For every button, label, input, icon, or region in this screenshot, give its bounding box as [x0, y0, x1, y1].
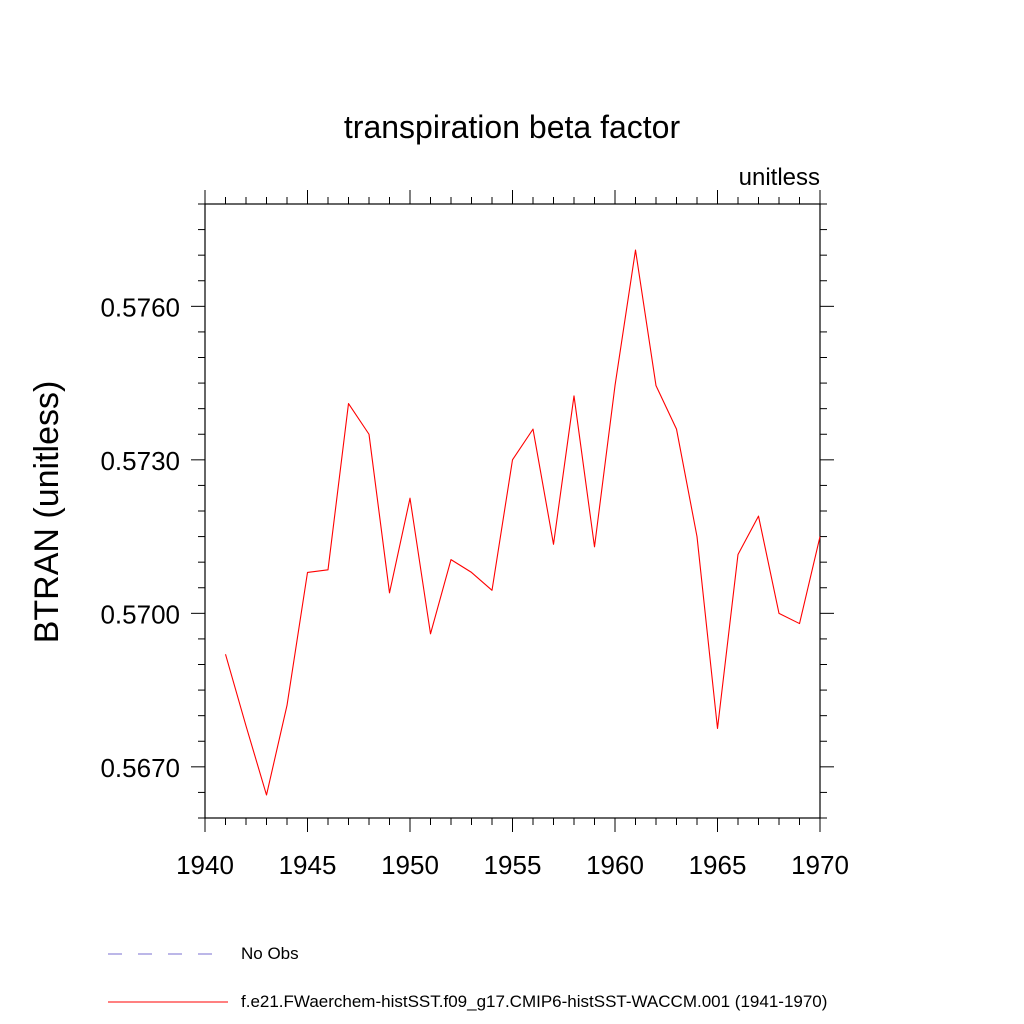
y-axis-label: BTRAN (unitless) — [28, 381, 66, 644]
units-label: unitless — [739, 164, 820, 191]
plot-frame — [204, 203, 821, 819]
axis-ticks — [191, 190, 834, 832]
y-tick-label: 0.5730 — [100, 446, 180, 476]
x-tick-label: 1945 — [279, 850, 337, 880]
series-line — [224, 249, 821, 796]
y-tick-label: 0.5670 — [100, 753, 180, 783]
series-layer — [224, 249, 821, 796]
y-tick-labels: 0.5670 0.5700 0.5730 0.5760 — [100, 292, 180, 782]
y-tick-label: 0.5700 — [100, 599, 180, 629]
x-tick-label: 1955 — [484, 850, 542, 880]
chart-title: transpiration beta factor — [344, 109, 681, 145]
legend: No Obs f.e21.FWaerchem-histSST.f09_g17.C… — [108, 944, 827, 1011]
y-tick-label: 0.5760 — [100, 292, 180, 322]
x-tick-labels: 1940 1945 1950 1955 1960 1965 1970 — [176, 850, 849, 880]
x-tick-label: 1940 — [176, 850, 234, 880]
x-tick-label: 1970 — [791, 850, 849, 880]
legend-label-no-obs: No Obs — [241, 944, 299, 963]
x-tick-label: 1965 — [689, 850, 747, 880]
x-tick-label: 1950 — [381, 850, 439, 880]
legend-label-series: f.e21.FWaerchem-histSST.f09_g17.CMIP6-hi… — [241, 992, 827, 1011]
x-tick-label: 1960 — [586, 850, 644, 880]
